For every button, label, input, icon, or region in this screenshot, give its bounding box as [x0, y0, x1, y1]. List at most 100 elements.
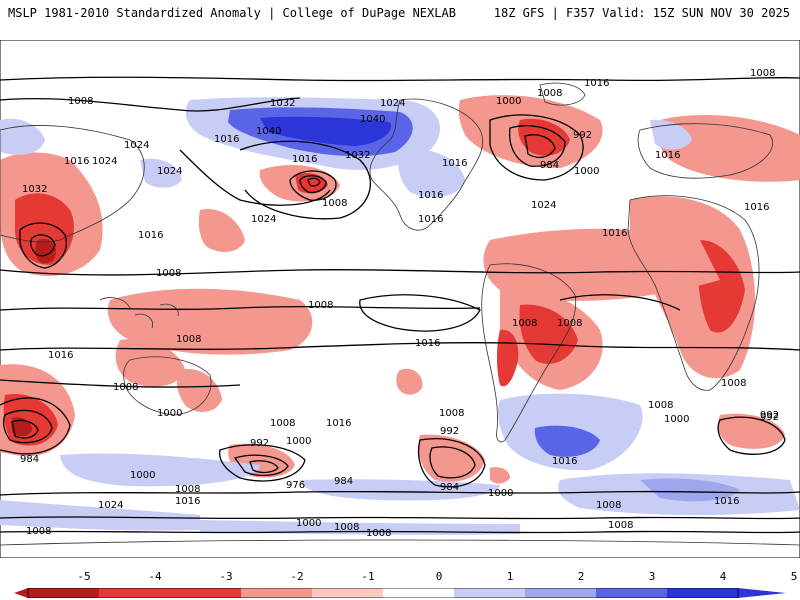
contour-value-labels: 1016 1008 1024 1008 1032 1000 1008 1032 … [20, 68, 779, 539]
contour-label: 1008 [175, 484, 200, 495]
contour-label: 976 [286, 480, 305, 491]
contour-label: 1016 [584, 78, 609, 89]
contour-label: 1024 [251, 214, 276, 225]
contour-label: 1008 [750, 68, 775, 79]
contour-label: 1008 [557, 318, 582, 329]
contour-label: 1000 [488, 488, 513, 499]
south-america-outline [481, 263, 577, 443]
contour-label: 1000 [286, 436, 311, 447]
contour-label: 992 [440, 426, 459, 437]
contour-label: 1032 [270, 98, 295, 109]
colorbar-tick-label: -2 [290, 570, 304, 583]
contour-label: 1016 [602, 228, 627, 239]
isobar-line [239, 140, 371, 220]
isobar-line [0, 516, 800, 520]
isobar-line [233, 454, 289, 477]
isobar-line [289, 170, 337, 201]
contour-label: 1008 [439, 408, 464, 419]
positive-anomaly-shading [0, 97, 800, 535]
contour-label: 1008 [721, 378, 746, 389]
contour-label: 992 [760, 412, 779, 423]
contour-label: 984 [440, 482, 459, 493]
isobar-line [359, 294, 481, 332]
contour-label: 1008 [608, 520, 633, 531]
contour-label: 1000 [574, 166, 599, 177]
contour-label: 1016 [415, 338, 440, 349]
header: MSLP 1981-2010 Standardized Anomaly | Co… [0, 0, 800, 32]
landmass-outlines [0, 82, 800, 546]
contour-label: 1008 [308, 300, 333, 311]
contour-label: 992 [250, 438, 269, 449]
isobar-contours [0, 76, 800, 534]
europe-outline [637, 123, 773, 179]
contour-label: 1008 [26, 526, 51, 537]
colorbar-tick-label: 4 [719, 570, 727, 583]
contour-label: 1016 [714, 496, 739, 507]
contour-label: 1008 [537, 88, 562, 99]
colorbar: -5 -4 -3 -2 -1 0 1 2 3 4 5 [0, 570, 800, 600]
contour-label: 1008 [334, 522, 359, 533]
contour-label: 1016 [292, 154, 317, 165]
isobar-line [0, 76, 800, 82]
contour-label: 1024 [98, 500, 123, 511]
contour-label: 1008 [156, 268, 181, 279]
map-panel: 1016 1008 1024 1008 1032 1000 1008 1032 … [0, 40, 800, 558]
contour-label: 1016 [138, 230, 163, 241]
isobar-line [0, 342, 800, 351]
colorbar-segment [28, 588, 99, 598]
isobar-line [489, 114, 584, 181]
contour-label: 1040 [256, 126, 281, 137]
isobar-line [249, 460, 279, 474]
anomaly-map: 1016 1008 1024 1008 1032 1000 1008 1032 … [0, 40, 800, 558]
colorbar-segment [99, 588, 170, 598]
contour-label: 1016 [655, 150, 680, 161]
contour-label: 1008 [322, 198, 347, 209]
contour-label: 1032 [345, 150, 370, 161]
isobar-line [524, 134, 556, 159]
contour-label: 984 [20, 454, 39, 465]
contour-label: 1000 [496, 96, 521, 107]
negative-anomaly-shading [0, 95, 800, 484]
colorbar-tick-label: 2 [577, 570, 585, 583]
africa-outline [627, 195, 760, 391]
colorbar-segment [667, 588, 738, 598]
isobar-line [0, 97, 301, 112]
colorbar-arrow-left [14, 588, 28, 598]
contour-label: 1008 [113, 382, 138, 393]
contour-label: 1008 [596, 500, 621, 511]
isobar-line [0, 268, 800, 276]
isobar-line [11, 419, 39, 439]
contour-label: 1016 [744, 202, 769, 213]
contour-label: 1024 [380, 98, 405, 109]
contour-label: 1016 [442, 158, 467, 169]
isobar-line [3, 409, 53, 444]
australia-outline [123, 356, 212, 416]
colorbar-tick-label: -3 [219, 570, 233, 583]
contour-label: 1024 [157, 166, 182, 177]
colorbar-segment [454, 588, 525, 598]
isobar-line [19, 222, 67, 269]
colorbar-segment [312, 588, 383, 598]
maritime-islands-outline [99, 297, 179, 329]
contour-label: 1008 [68, 96, 93, 107]
colorbar-tick-label: -5 [77, 570, 91, 583]
antarctica-outline [0, 539, 800, 546]
isobar-line [30, 234, 56, 257]
colorbar-segment [170, 588, 241, 598]
isobar-line [307, 177, 321, 187]
contour-label: 1016 [64, 156, 89, 167]
contour-label: 1008 [366, 528, 391, 539]
contour-label: 1016 [326, 418, 351, 429]
isobar-line [0, 530, 800, 534]
contour-label: 1032 [22, 184, 47, 195]
colorbar-arrow-right [738, 588, 786, 598]
colorbar-tick-label: -1 [361, 570, 375, 583]
colorbar-tick-label: 5 [790, 570, 798, 583]
colorbar-segment [383, 588, 454, 598]
contour-label: 984 [540, 160, 559, 171]
contour-label: 992 [760, 410, 779, 421]
contour-label: 1016 [48, 350, 73, 361]
isobar-line [508, 125, 566, 167]
isobar-line [0, 379, 241, 388]
contour-label: 1000 [664, 414, 689, 425]
